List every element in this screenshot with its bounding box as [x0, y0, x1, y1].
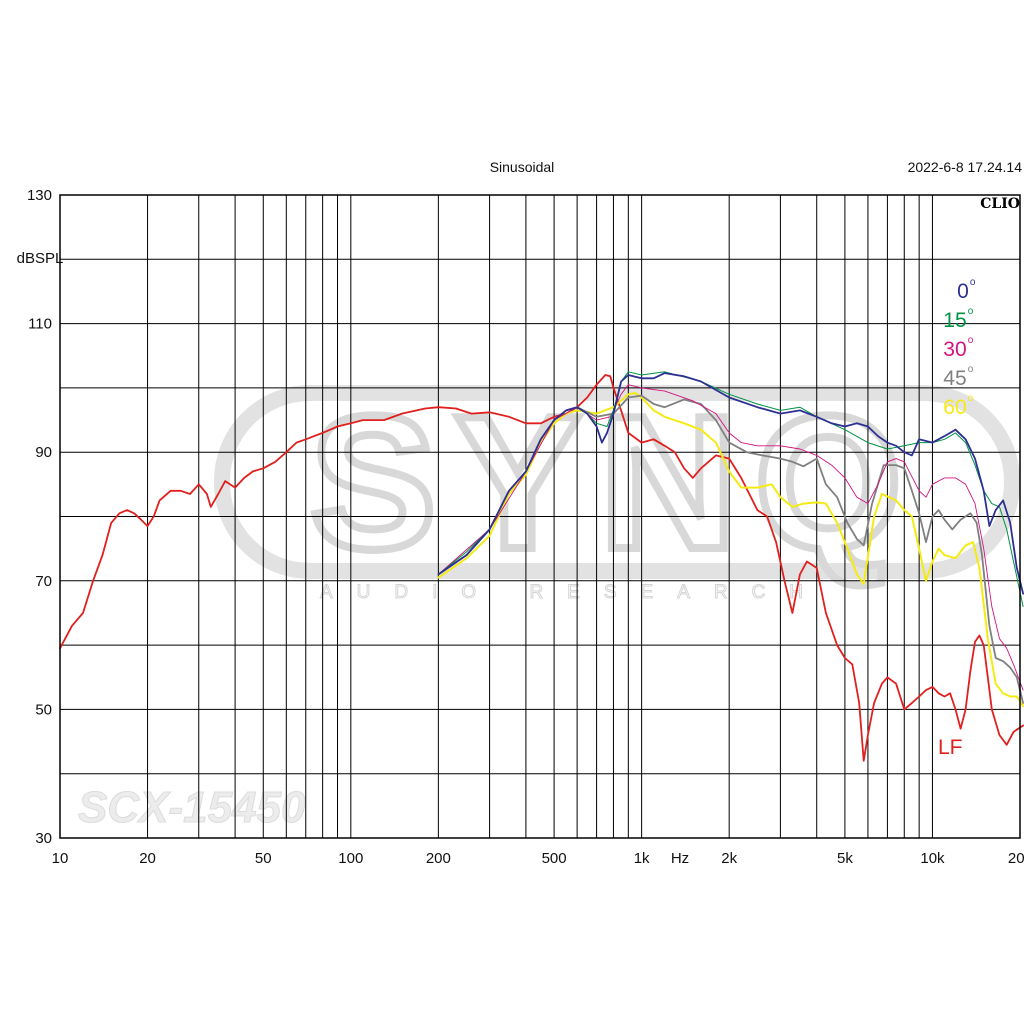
y-tick-label: 110: [28, 316, 52, 333]
series-layer: [59, 371, 1024, 762]
legend-entry-15: 15: [943, 309, 966, 332]
legend: 0 o15 o30 o45 o60 oLF: [938, 277, 976, 759]
legend-entry-0: 0: [957, 280, 969, 303]
legend-entry-45: 45: [943, 367, 966, 390]
degree-icon: o: [968, 335, 974, 346]
degree-icon: o: [968, 364, 974, 375]
brand-label: CLIO: [980, 196, 1020, 212]
plot-border: [59, 194, 1021, 839]
x-tick-label: 2k: [721, 850, 737, 867]
x-tick-label: 50: [255, 850, 272, 867]
chart-title: Sinusoidal: [490, 159, 555, 175]
series-line-lf: [59, 374, 1024, 762]
x-tick-label: 1k: [634, 850, 650, 867]
x-axis-label: Hz: [671, 850, 689, 867]
x-tick-label: 500: [542, 850, 567, 867]
watermark-subtitle: AUDIO RESEARCH: [320, 582, 827, 603]
y-tick-label: 90: [35, 444, 52, 461]
x-tick-label: 5k: [837, 850, 853, 867]
x-tick-label: 20: [139, 850, 156, 867]
x-tick-label: 10k: [920, 850, 945, 867]
timestamp: 2022-6-8 17.24.14: [908, 159, 1023, 175]
y-tick-label: 70: [35, 573, 52, 590]
degree-icon: o: [970, 277, 976, 288]
series-line-0: [437, 372, 1024, 595]
model-watermark: SCX-15450: [78, 783, 306, 832]
x-tick-label: 20k: [1008, 850, 1024, 867]
chart-grid: [60, 195, 1020, 838]
watermark-frame: [214, 385, 1020, 579]
y-axis-label: dBSPL: [17, 250, 64, 267]
legend-entry-lf: LF: [938, 736, 963, 759]
x-tick-label: 100: [338, 850, 363, 867]
degree-icon: o: [968, 393, 974, 404]
legend-entry-60: 60: [943, 396, 966, 419]
y-tick-label: 130: [27, 187, 52, 204]
legend-entry-30: 30: [943, 338, 966, 361]
tick-labels: 10 20 50 100 200 500 1k 2k 5k 10k 20k 130 110 90 70 50 3…: [27, 187, 1024, 867]
degree-icon: o: [968, 306, 974, 317]
y-tick-label: 50: [35, 701, 52, 718]
x-tick-label: 200: [426, 850, 451, 867]
x-tick-label: 10: [52, 850, 69, 867]
y-tick-label: 30: [35, 830, 52, 847]
